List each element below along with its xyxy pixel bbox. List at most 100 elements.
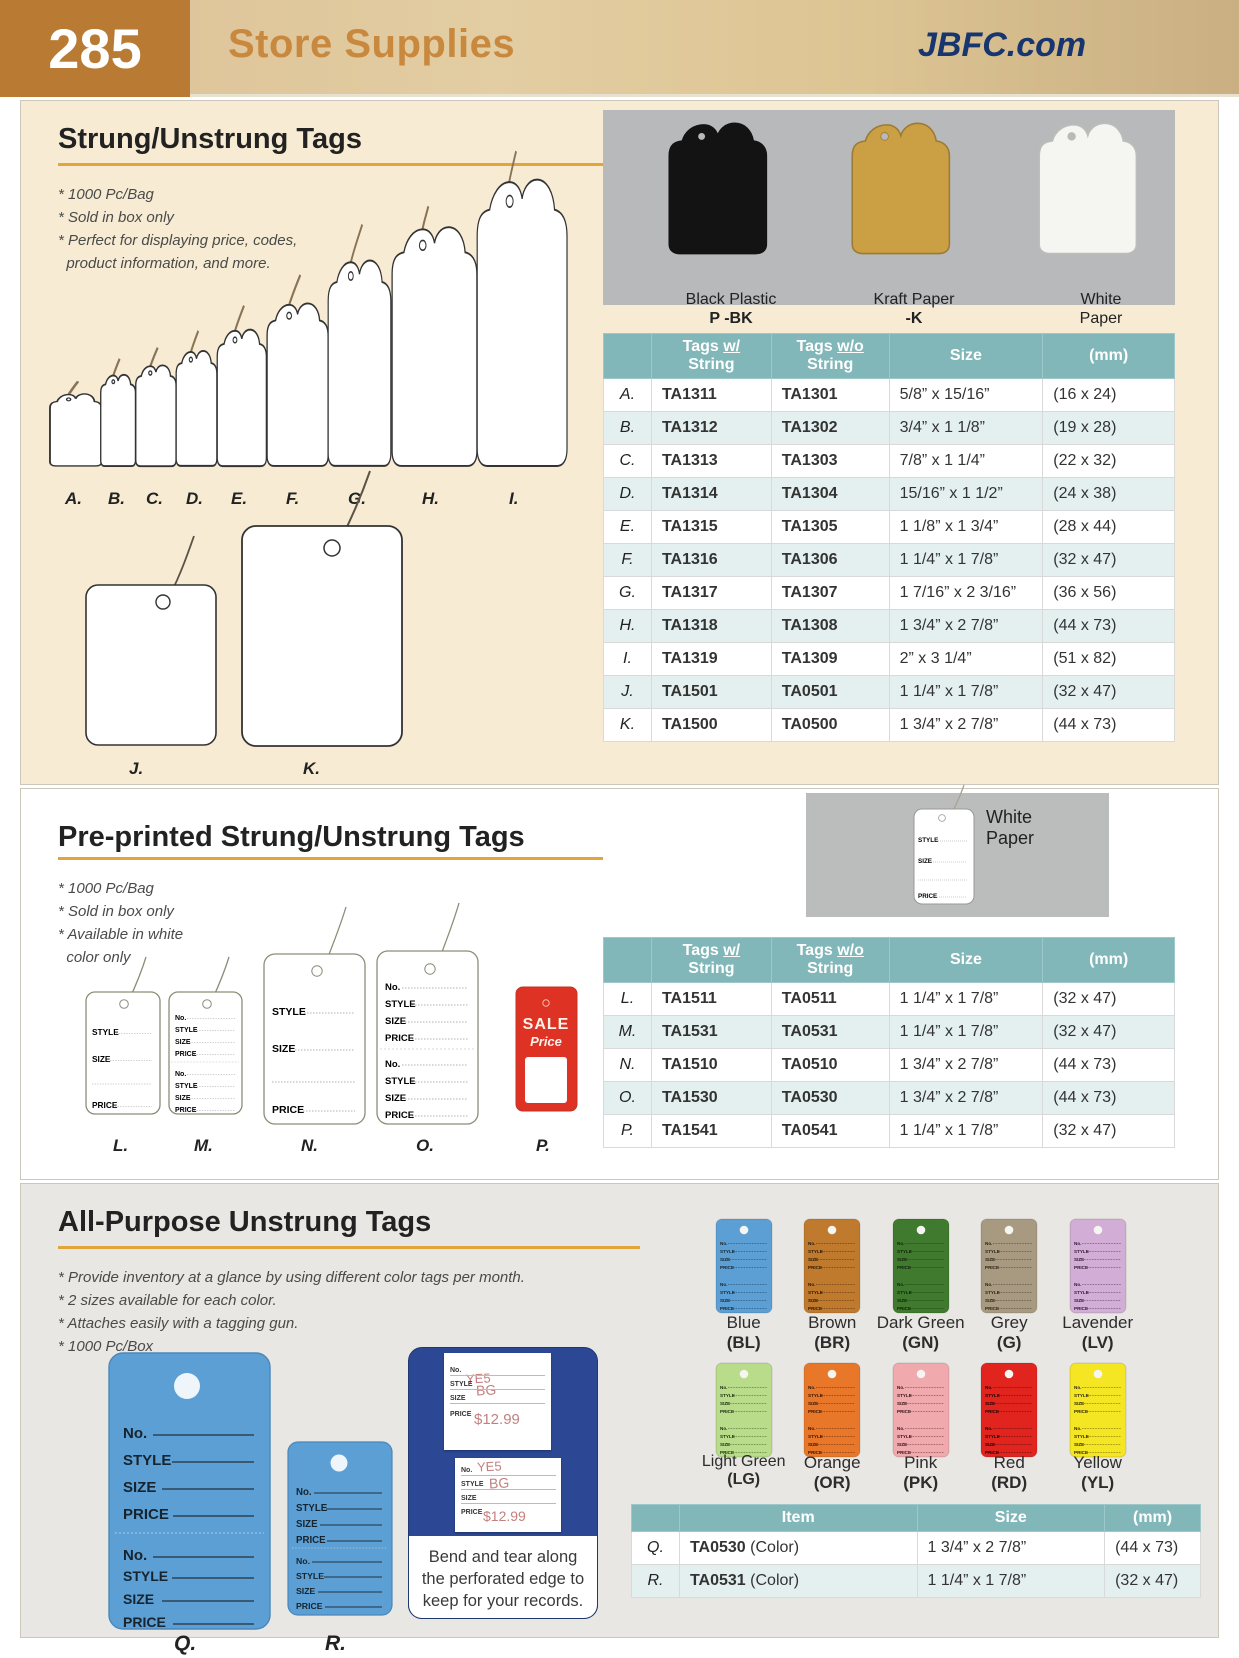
svg-text:No.: No.: [897, 1385, 904, 1390]
svg-text:SIZE: SIZE: [985, 1442, 995, 1447]
svg-text:STYLE: STYLE: [985, 1393, 1000, 1398]
svg-text:SIZE: SIZE: [808, 1257, 818, 1262]
svg-text:PRICE: PRICE: [296, 1535, 326, 1546]
svg-text:No.: No.: [123, 1425, 147, 1442]
svg-text:PRICE: PRICE: [272, 1104, 304, 1116]
svg-text:SIZE: SIZE: [897, 1298, 907, 1303]
svg-text:SIZE: SIZE: [123, 1591, 154, 1607]
svg-text:PRICE: PRICE: [897, 1265, 911, 1270]
svg-text:PRICE: PRICE: [385, 1110, 414, 1121]
svg-text:No.: No.: [808, 1241, 815, 1246]
svg-text:SIZE: SIZE: [918, 858, 932, 865]
svg-text:No.: No.: [1074, 1282, 1081, 1287]
svg-text:PRICE: PRICE: [1074, 1306, 1088, 1311]
svg-text:No.: No.: [897, 1241, 904, 1246]
svg-text:No.: No.: [897, 1426, 904, 1431]
svg-text:STYLE: STYLE: [897, 1393, 912, 1398]
svg-text:SIZE: SIZE: [123, 1479, 156, 1496]
svg-text:STYLE: STYLE: [123, 1568, 168, 1584]
svg-text:SIZE: SIZE: [897, 1442, 907, 1447]
svg-text:SIZE: SIZE: [1074, 1257, 1084, 1262]
svg-text:No.: No.: [985, 1282, 992, 1287]
svg-text:PRICE: PRICE: [985, 1265, 999, 1270]
svg-text:STYLE: STYLE: [985, 1434, 1000, 1439]
svg-text:STYLE: STYLE: [985, 1249, 1000, 1254]
svg-text:PRICE: PRICE: [808, 1409, 822, 1414]
svg-text:STYLE: STYLE: [808, 1393, 823, 1398]
svg-text:SIZE: SIZE: [720, 1298, 730, 1303]
svg-text:STYLE: STYLE: [385, 999, 416, 1010]
svg-text:SIZE: SIZE: [808, 1401, 818, 1406]
svg-text:PRICE: PRICE: [985, 1409, 999, 1414]
svg-text:PRICE: PRICE: [1074, 1265, 1088, 1270]
svg-text:No.: No.: [175, 1071, 186, 1078]
svg-text:SIZE: SIZE: [92, 1054, 111, 1064]
svg-text:PRICE: PRICE: [385, 1033, 414, 1044]
svg-text:SALE: SALE: [523, 1016, 570, 1033]
svg-text:No.: No.: [1074, 1385, 1081, 1390]
svg-text:STYLE: STYLE: [1074, 1434, 1089, 1439]
svg-text:SIZE: SIZE: [720, 1401, 730, 1406]
svg-text:PRICE: PRICE: [918, 893, 937, 900]
svg-text:PRICE: PRICE: [720, 1265, 734, 1270]
svg-text:SIZE: SIZE: [808, 1298, 818, 1303]
svg-text:STYLE: STYLE: [720, 1393, 735, 1398]
svg-text:No.: No.: [985, 1385, 992, 1390]
svg-text:PRICE: PRICE: [808, 1265, 822, 1270]
svg-text:PRICE: PRICE: [1074, 1409, 1088, 1414]
svg-text:No.: No.: [1074, 1241, 1081, 1246]
svg-text:No.: No.: [296, 1487, 312, 1498]
svg-text:No.: No.: [985, 1426, 992, 1431]
svg-text:SIZE: SIZE: [985, 1401, 995, 1406]
svg-text:STYLE: STYLE: [808, 1249, 823, 1254]
svg-text:PRICE: PRICE: [897, 1306, 911, 1311]
svg-text:No.: No.: [985, 1241, 992, 1246]
svg-text:SIZE: SIZE: [272, 1043, 295, 1055]
svg-text:STYLE: STYLE: [918, 837, 938, 844]
svg-text:STYLE: STYLE: [897, 1249, 912, 1254]
svg-text:No.: No.: [1074, 1426, 1081, 1431]
svg-text:SIZE: SIZE: [720, 1442, 730, 1447]
svg-text:PRICE: PRICE: [123, 1506, 169, 1523]
svg-text:PRICE: PRICE: [808, 1306, 822, 1311]
svg-text:No.: No.: [385, 1059, 400, 1070]
svg-text:STYLE: STYLE: [985, 1290, 1000, 1295]
svg-text:PRICE: PRICE: [985, 1306, 999, 1311]
svg-text:SIZE: SIZE: [1074, 1442, 1084, 1447]
svg-text:SIZE: SIZE: [296, 1519, 318, 1530]
svg-text:No.: No.: [720, 1426, 727, 1431]
svg-text:STYLE: STYLE: [385, 1076, 416, 1087]
svg-text:SIZE: SIZE: [385, 1093, 406, 1104]
svg-text:PRICE: PRICE: [175, 1107, 197, 1114]
svg-text:No.: No.: [175, 1015, 186, 1022]
svg-text:No.: No.: [720, 1241, 727, 1246]
svg-text:Price: Price: [530, 1034, 562, 1049]
svg-text:No.: No.: [720, 1385, 727, 1390]
svg-text:PRICE: PRICE: [175, 1051, 197, 1058]
svg-text:PRICE: PRICE: [296, 1601, 323, 1611]
svg-text:No.: No.: [808, 1426, 815, 1431]
svg-text:STYLE: STYLE: [272, 1006, 306, 1018]
svg-text:SIZE: SIZE: [175, 1095, 191, 1102]
svg-text:STYLE: STYLE: [1074, 1290, 1089, 1295]
svg-text:SIZE: SIZE: [1074, 1401, 1084, 1406]
svg-text:No.: No.: [808, 1282, 815, 1287]
svg-text:PRICE: PRICE: [123, 1614, 166, 1630]
svg-text:STYLE: STYLE: [123, 1452, 171, 1469]
svg-text:STYLE: STYLE: [808, 1290, 823, 1295]
svg-text:STYLE: STYLE: [296, 1571, 324, 1581]
svg-text:PRICE: PRICE: [897, 1409, 911, 1414]
svg-text:SIZE: SIZE: [1074, 1298, 1084, 1303]
svg-text:SIZE: SIZE: [385, 1016, 406, 1027]
svg-text:SIZE: SIZE: [296, 1586, 316, 1596]
svg-text:STYLE: STYLE: [720, 1249, 735, 1254]
svg-text:STYLE: STYLE: [92, 1027, 119, 1037]
svg-text:PRICE: PRICE: [720, 1306, 734, 1311]
svg-text:SIZE: SIZE: [720, 1257, 730, 1262]
svg-text:No.: No.: [123, 1547, 147, 1564]
svg-text:No.: No.: [808, 1385, 815, 1390]
svg-text:SIZE: SIZE: [808, 1442, 818, 1447]
svg-text:STYLE: STYLE: [1074, 1249, 1089, 1254]
svg-text:STYLE: STYLE: [897, 1434, 912, 1439]
svg-text:STYLE: STYLE: [1074, 1393, 1089, 1398]
